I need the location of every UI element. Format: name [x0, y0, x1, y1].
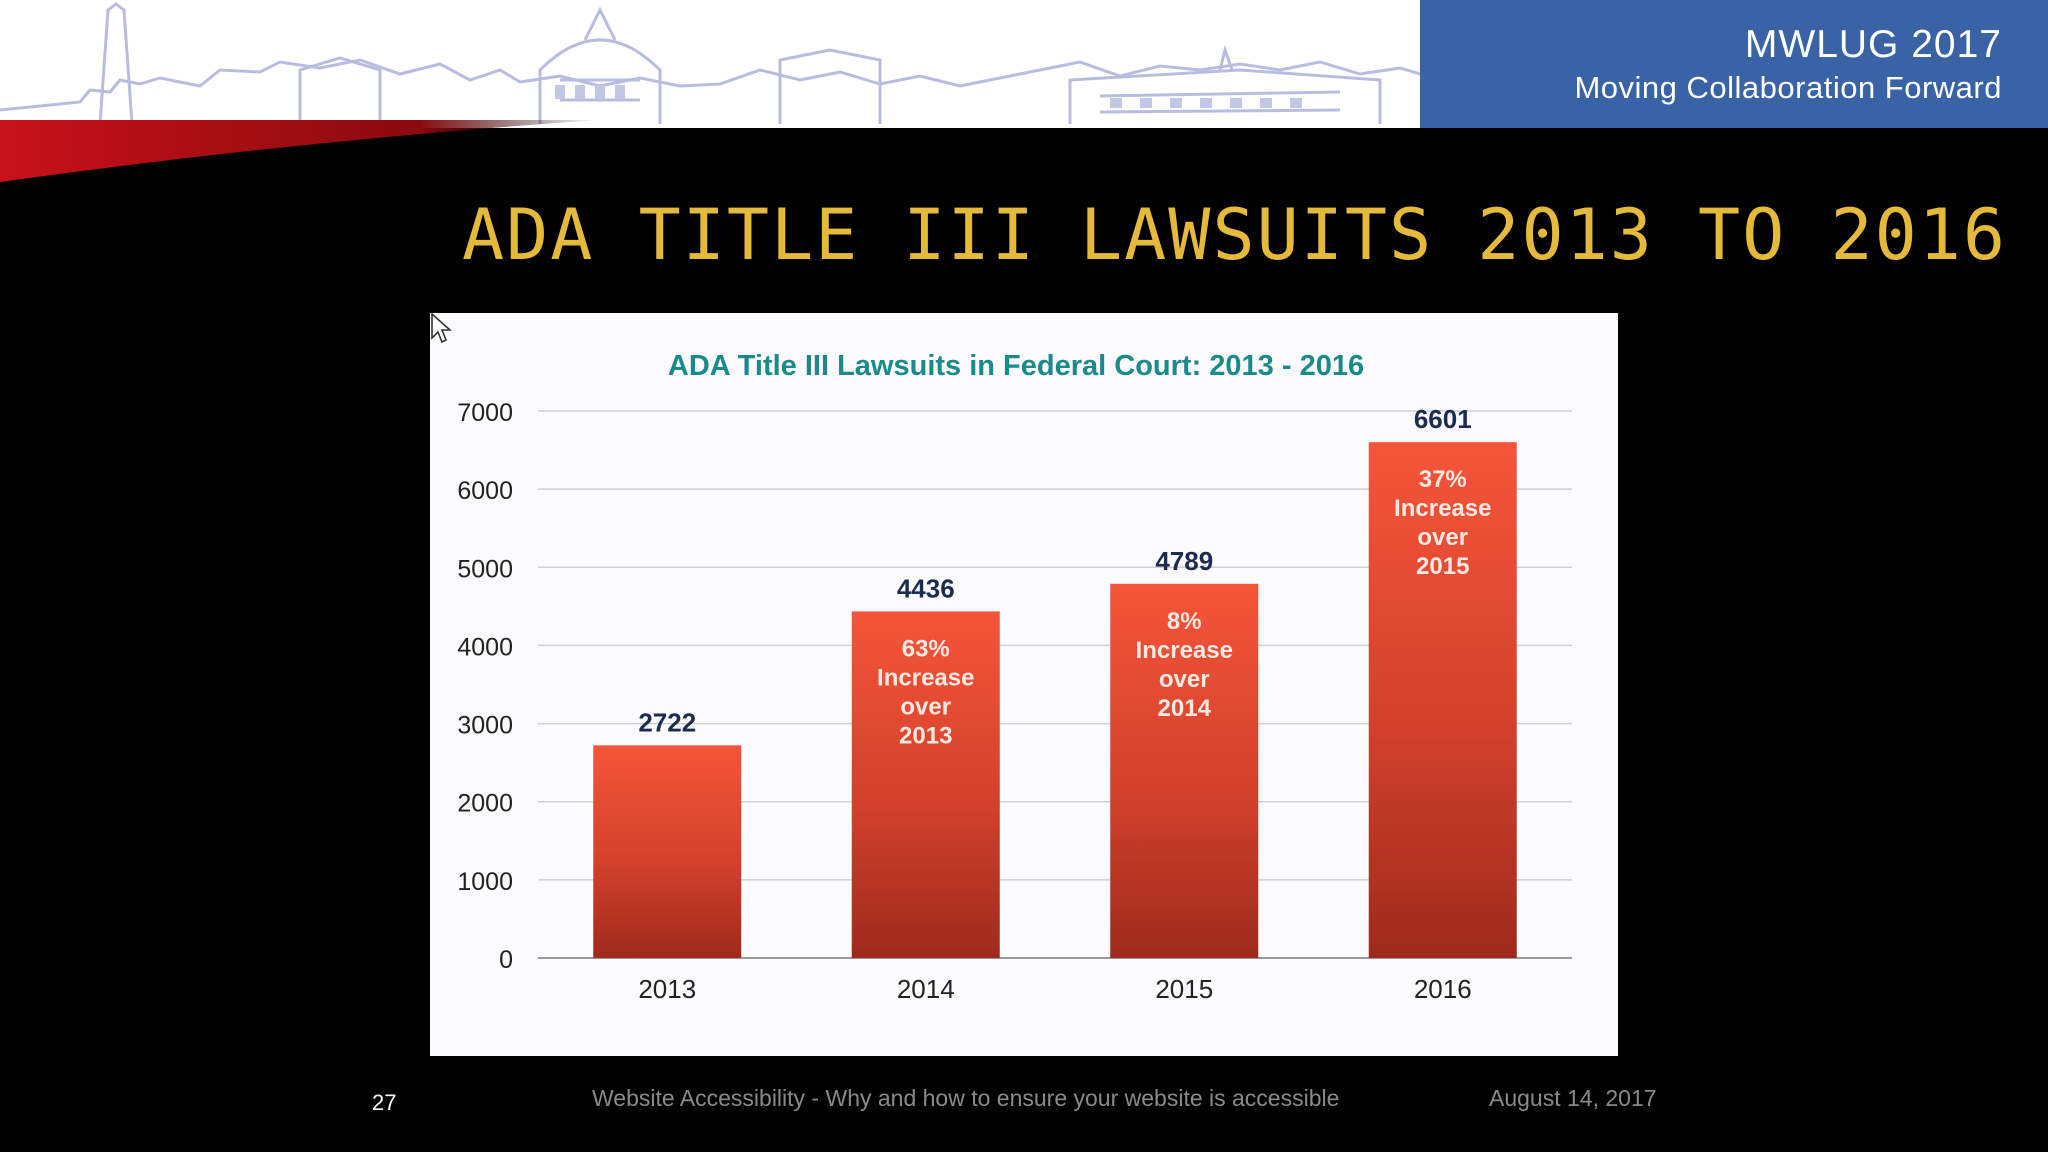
bar — [1368, 442, 1517, 958]
y-axis-ticks: 0 1000 2000 3000 4000 5000 6000 7000 — [457, 399, 513, 974]
red-swoosh-decoration — [0, 120, 600, 182]
bar — [593, 745, 742, 958]
bar-annotation-text: 63% — [902, 635, 950, 662]
bar-annotation-text: over — [900, 693, 951, 720]
y-tick-label: 2000 — [457, 790, 513, 818]
bar-annotation-text: Increase — [1394, 495, 1491, 522]
bar-annotation-text: over — [1417, 524, 1468, 551]
slide-title: ADA TITLE III LAWSUITS 2013 TO 2016 — [462, 194, 2008, 276]
bar-annotation-text: over — [1159, 666, 1210, 693]
bar — [851, 611, 1000, 958]
bar-value-label: 4789 — [1155, 546, 1213, 576]
bars — [593, 442, 1517, 958]
y-tick-label: 3000 — [457, 712, 513, 740]
x-tick-label: 2015 — [1155, 974, 1213, 1004]
chart-panel: ADA Title III Lawsuits in Federal Court:… — [430, 313, 1618, 1056]
y-tick-label: 7000 — [457, 399, 513, 427]
chart-title: ADA Title III Lawsuits in Federal Court:… — [668, 350, 1364, 382]
y-tick-label: 5000 — [457, 555, 513, 583]
y-tick-label: 4000 — [457, 633, 513, 661]
bar — [1110, 583, 1259, 958]
bar-value-label: 4436 — [897, 573, 955, 603]
bar-chart: ADA Title III Lawsuits in Federal Court:… — [457, 350, 1572, 1004]
conference-tagline: Moving Collaboration Forward — [1574, 70, 2002, 105]
bar-annotation-text: Increase — [877, 664, 974, 691]
x-tick-label: 2016 — [1414, 974, 1472, 1004]
conference-banner: MWLUG 2017 Moving Collaboration Forward — [1420, 0, 2048, 128]
y-tick-label: 0 — [499, 946, 513, 974]
bar-annotation-text: 2015 — [1416, 553, 1469, 580]
bar-annotation-text: 2013 — [899, 722, 952, 749]
footer-date: August 14, 2017 — [1489, 1085, 1657, 1111]
conference-name: MWLUG 2017 — [1744, 23, 2002, 66]
bar-annotation-text: Increase — [1136, 637, 1233, 664]
x-tick-label: 2013 — [638, 974, 696, 1004]
bar-annotation-text: 2014 — [1158, 695, 1212, 722]
slide-number: 27 — [372, 1090, 397, 1115]
footer-presentation-title: Website Accessibility - Why and how to e… — [592, 1085, 1340, 1111]
x-axis-ticks: 2013 2014 2015 2016 — [638, 974, 1471, 1004]
data-labels: 2722443663%Increaseover201347898%Increas… — [638, 404, 1491, 749]
header-banner: MWLUG 2017 Moving Collaboration Forward — [0, 0, 2048, 128]
y-tick-label: 1000 — [457, 868, 513, 896]
bar-value-label: 2722 — [638, 707, 696, 737]
skyline-illustration — [0, 0, 1420, 128]
mouse-cursor-icon — [431, 312, 452, 344]
y-tick-label: 6000 — [457, 477, 513, 505]
bar-annotation-text: 37% — [1419, 466, 1467, 493]
bar-value-label: 6601 — [1414, 404, 1472, 434]
bar-annotation-text: 8% — [1167, 608, 1202, 635]
x-tick-label: 2014 — [897, 974, 955, 1004]
